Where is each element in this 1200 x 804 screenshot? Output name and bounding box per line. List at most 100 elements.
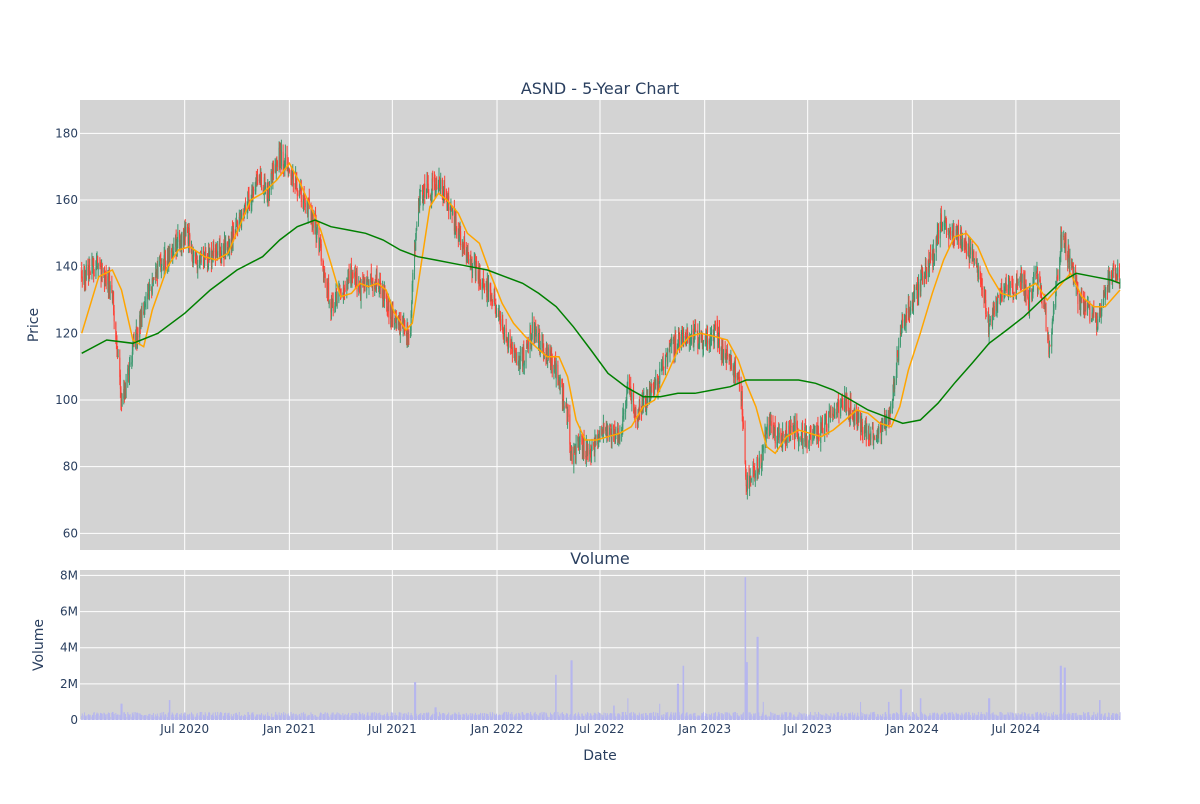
candle-body xyxy=(920,269,922,274)
candle-body xyxy=(363,277,365,287)
candle-body xyxy=(156,269,158,276)
volume-bar xyxy=(192,716,194,720)
candle-body xyxy=(808,441,810,449)
volume-bar xyxy=(935,713,937,720)
candle-body xyxy=(785,428,787,443)
volume-bar xyxy=(424,713,426,720)
candle-body xyxy=(350,266,352,284)
candle-body xyxy=(271,170,273,182)
volume-bar xyxy=(586,714,588,720)
candle-body xyxy=(288,169,290,173)
candle-body xyxy=(457,231,459,239)
volume-bar xyxy=(1015,714,1017,720)
volume-bar xyxy=(140,714,142,720)
candle-body xyxy=(1017,281,1019,285)
candle-body xyxy=(890,403,892,413)
volume-bar xyxy=(682,665,684,720)
volume-bar xyxy=(147,715,149,720)
candle-body xyxy=(280,151,282,166)
candle-body xyxy=(374,282,376,284)
volume-bar xyxy=(1092,716,1094,720)
volume-bar xyxy=(995,714,997,720)
volume-bar xyxy=(606,716,608,720)
volume-bar xyxy=(522,712,524,720)
candle-body xyxy=(292,173,294,176)
volume-bar xyxy=(794,716,796,720)
volume-bar xyxy=(567,713,569,720)
volume-bar xyxy=(180,713,182,720)
volume-bar xyxy=(1118,716,1120,720)
volume-bar xyxy=(358,715,360,720)
volume-bar xyxy=(478,715,480,720)
volume-bar xyxy=(163,711,165,720)
candle-body xyxy=(484,286,486,288)
candle-body xyxy=(790,426,792,428)
volume-bar xyxy=(483,715,485,720)
candle-body xyxy=(801,425,803,435)
candle-body xyxy=(750,475,752,479)
volume-bar xyxy=(227,712,229,720)
volume-bar xyxy=(1023,715,1025,720)
candle-body xyxy=(199,252,201,260)
volume-bar xyxy=(259,715,261,720)
volume-bar xyxy=(152,712,154,720)
candle-body xyxy=(1051,331,1053,347)
volume-bar xyxy=(881,716,883,720)
candle-body xyxy=(805,437,807,442)
candle-body xyxy=(473,261,475,264)
candle-body xyxy=(957,225,959,242)
candle-body xyxy=(641,398,643,415)
candle-body xyxy=(546,343,548,363)
volume-bar xyxy=(796,716,798,720)
candle-body xyxy=(737,373,739,375)
volume-bar xyxy=(287,713,289,720)
candle-body xyxy=(279,149,281,162)
candle-body xyxy=(163,265,165,271)
candle-body xyxy=(169,250,171,261)
candle-body xyxy=(1069,256,1071,269)
volume-bar xyxy=(817,711,819,720)
volume-bar xyxy=(136,712,138,720)
volume-bar xyxy=(678,683,680,720)
candle-body xyxy=(368,280,370,288)
candle-body xyxy=(726,351,728,360)
volume-bar xyxy=(1047,716,1049,720)
volume-bar xyxy=(1023,712,1025,720)
volume-bar xyxy=(804,713,806,720)
volume-bar xyxy=(905,715,907,720)
candle-body xyxy=(159,256,161,265)
candle-body xyxy=(647,395,649,402)
candle-body xyxy=(709,336,711,345)
volume-bar xyxy=(609,714,611,720)
candle-body xyxy=(478,267,480,285)
candle-body xyxy=(304,198,306,204)
volume-bar xyxy=(211,714,213,720)
volume-bar xyxy=(808,714,810,720)
candle-body xyxy=(542,339,544,348)
candle-body xyxy=(359,286,361,299)
candle-body xyxy=(573,447,575,449)
candle-body xyxy=(943,222,945,227)
volume-bar xyxy=(732,712,734,720)
volume-bar xyxy=(627,698,629,720)
candle-body xyxy=(378,286,380,290)
candle-body xyxy=(961,242,963,250)
candle-body xyxy=(816,425,818,440)
candle-body xyxy=(104,276,106,286)
candle-body xyxy=(838,409,840,414)
volume-bar xyxy=(1017,715,1019,720)
candle-body xyxy=(765,436,767,443)
volume-bar xyxy=(332,712,334,720)
candle-body xyxy=(842,405,844,411)
volume-bar xyxy=(613,705,615,720)
volume-bar xyxy=(944,715,946,720)
candle-body xyxy=(757,458,759,472)
candle-body xyxy=(428,196,430,198)
candle-body xyxy=(977,269,979,279)
candle-body xyxy=(1100,309,1102,317)
volume-bar xyxy=(364,717,366,720)
volume-bar xyxy=(339,714,341,720)
volume-bar xyxy=(88,714,90,720)
candle-body xyxy=(1004,288,1006,290)
volume-bar xyxy=(379,714,381,720)
